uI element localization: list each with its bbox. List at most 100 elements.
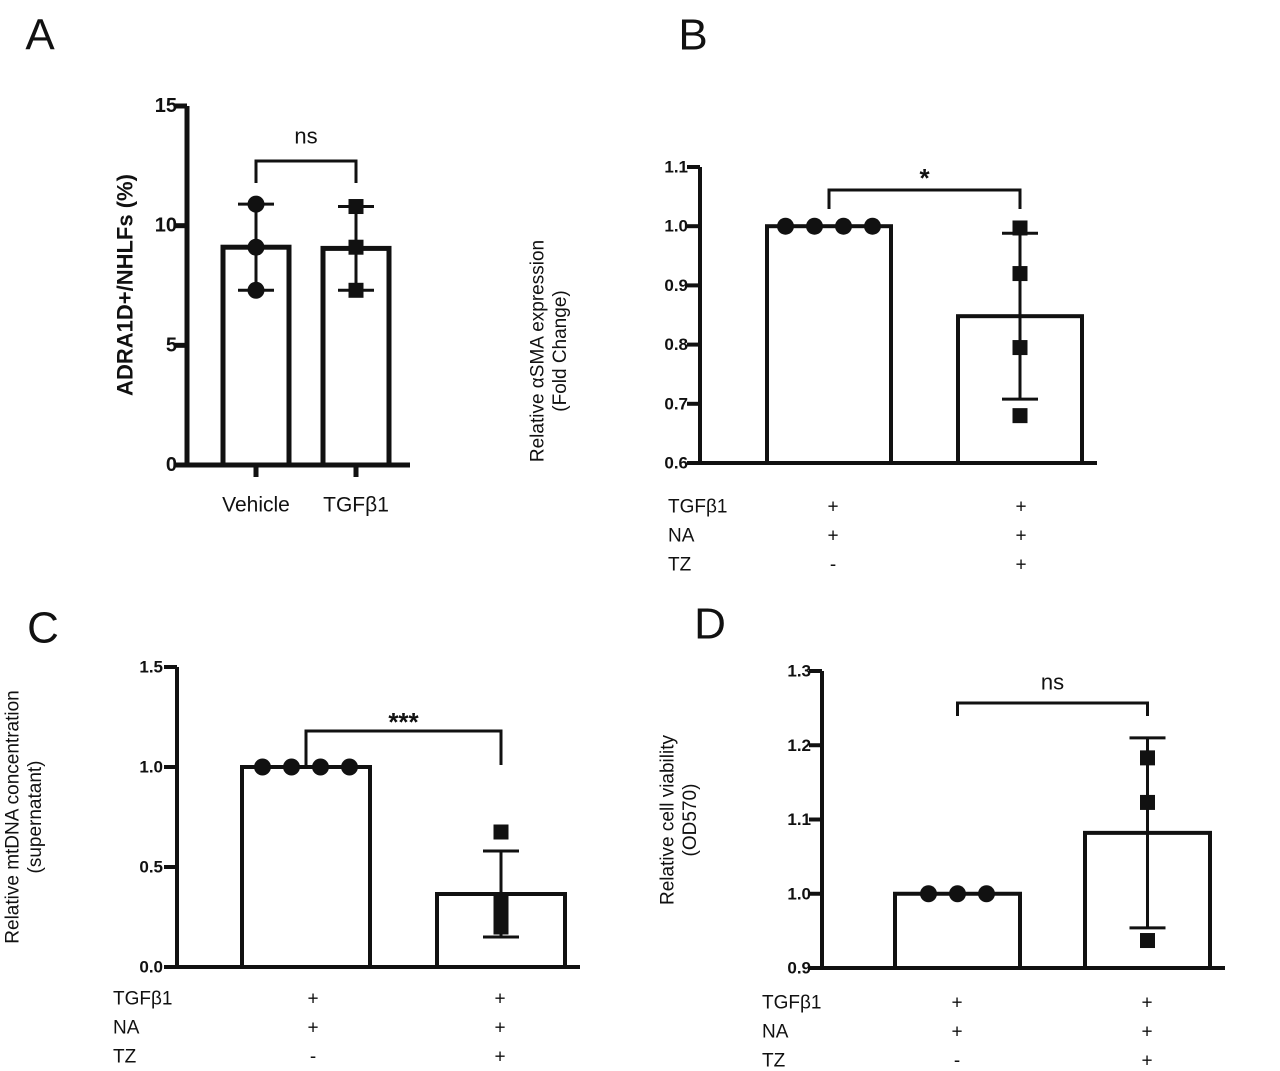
y-tick-label: 1.1 xyxy=(664,158,688,177)
condition-name: NA xyxy=(113,1018,140,1039)
data-point-circle xyxy=(247,281,265,299)
data-point-circle xyxy=(341,758,358,776)
condition-name: TZ xyxy=(668,555,692,576)
condition-sign: - xyxy=(830,555,836,576)
data-point-square xyxy=(348,282,364,298)
y-axis-label-line: Relative αSMA expression xyxy=(527,240,548,462)
data-point-circle xyxy=(835,217,852,235)
condition-sign: - xyxy=(954,1051,960,1071)
data-point-circle xyxy=(283,758,300,776)
data-point-square xyxy=(1140,750,1155,766)
condition-sign: + xyxy=(1141,993,1152,1014)
bar-1 xyxy=(765,224,893,465)
y-axis-label-line: Relative cell viability xyxy=(657,735,678,906)
significance-bracket xyxy=(956,701,1149,716)
category-label: TGFβ1 xyxy=(323,494,389,517)
y-tick-label: 1.0 xyxy=(664,217,688,236)
condition-sign: + xyxy=(494,1018,505,1039)
panel-letter: C xyxy=(27,604,59,653)
significance-bracket xyxy=(827,188,1022,209)
data-point-circle xyxy=(254,758,271,776)
condition-sign: + xyxy=(1015,555,1026,576)
y-axis-label: Relative mtDNA concentration(supernatant… xyxy=(2,690,46,943)
data-point-square xyxy=(1012,408,1028,424)
data-point-circle xyxy=(247,195,265,213)
y-axis-label-line: (supernatant) xyxy=(25,760,46,873)
condition-name: TGFβ1 xyxy=(113,989,173,1010)
panel-b: B 0.6 0.7 0.8 0.9 1.0 1.1 Relative αSMA express… xyxy=(527,11,1097,576)
data-point-square xyxy=(348,239,364,255)
panel-letter: D xyxy=(694,600,726,649)
data-point-circle xyxy=(806,217,823,235)
y-tick-label: 10 xyxy=(155,215,177,237)
y-tick-label: 0 xyxy=(166,454,177,476)
condition-name: TZ xyxy=(762,1051,786,1071)
data-point-square xyxy=(493,919,509,935)
bar-1 xyxy=(240,765,372,969)
data-point-circle xyxy=(920,885,937,903)
condition-sign: + xyxy=(827,497,838,518)
panel-a: A 0 5 10 15 ADRA1D+/NHLFs (%) ns Vehicle TGFβ1 xyxy=(25,11,410,517)
y-tick-label: 0.9 xyxy=(787,959,811,978)
significance-label: ns xyxy=(1041,670,1064,695)
y-axis-label-line: Relative mtDNA concentration xyxy=(2,690,23,943)
panel-letter: B xyxy=(678,11,707,60)
data-point-circle xyxy=(864,217,881,235)
data-point-square xyxy=(1012,220,1028,236)
condition-name: TGFβ1 xyxy=(668,497,728,518)
condition-sign: + xyxy=(1015,526,1026,547)
y-tick-label: 0.8 xyxy=(664,335,688,354)
y-tick-label: 1.1 xyxy=(787,810,811,829)
y-axis-label-line: (Fold Change) xyxy=(550,290,571,411)
condition-sign: + xyxy=(307,989,318,1010)
significance-bracket xyxy=(304,729,503,765)
condition-sign: + xyxy=(1141,1022,1152,1043)
y-tick-label: 1.5 xyxy=(139,658,163,677)
condition-sign: - xyxy=(310,1047,316,1068)
significance-bracket xyxy=(254,159,358,183)
y-tick-label: 0.6 xyxy=(664,454,688,473)
condition-name: NA xyxy=(762,1022,789,1043)
data-point-circle xyxy=(949,885,966,903)
y-tick-label: 5 xyxy=(166,334,177,356)
data-point-circle xyxy=(978,885,995,903)
panel-letter: A xyxy=(25,11,55,60)
panel-d: D 0.9 1.0 1.1 1.2 1.3 Relative cell viability(… xyxy=(657,600,1225,1071)
y-tick-label: 0.5 xyxy=(139,858,163,877)
data-point-circle xyxy=(312,758,329,776)
category-label: Vehicle xyxy=(222,494,290,517)
condition-sign: + xyxy=(494,1047,505,1068)
y-tick-label: 1.0 xyxy=(139,758,163,777)
condition-sign: + xyxy=(951,1022,962,1043)
condition-sign: + xyxy=(951,993,962,1014)
condition-name: TZ xyxy=(113,1047,137,1068)
data-point-square xyxy=(493,824,509,840)
y-axis-label: ADRA1D+/NHLFs (%) xyxy=(113,174,138,396)
significance-label: * xyxy=(919,163,930,193)
data-point-square xyxy=(348,199,364,215)
y-tick-label: 1.0 xyxy=(787,884,811,903)
data-point-square xyxy=(1012,266,1028,282)
y-axis-label: Relative αSMA expression(Fold Change) xyxy=(527,240,571,462)
data-point-square xyxy=(1012,340,1028,356)
condition-sign: + xyxy=(307,1018,318,1039)
condition-sign: + xyxy=(827,526,838,547)
data-point-square xyxy=(493,895,509,911)
data-point-circle xyxy=(777,217,794,235)
condition-sign: + xyxy=(1015,497,1026,518)
data-point-square xyxy=(1140,794,1155,810)
y-axis-label-line: ADRA1D+/NHLFs (%) xyxy=(113,174,138,396)
condition-name: TGFβ1 xyxy=(762,993,822,1014)
condition-sign: + xyxy=(1141,1051,1152,1071)
significance-label: ns xyxy=(294,124,317,149)
condition-name: NA xyxy=(668,526,695,547)
bar-1 xyxy=(893,891,1022,970)
data-point-circle xyxy=(247,238,265,256)
y-axis-label: Relative cell viability(OD570) xyxy=(657,735,701,906)
y-tick-label: 0.7 xyxy=(664,394,688,413)
y-tick-label: 1.2 xyxy=(787,736,811,755)
panel-c: C 0.0 0.5 1.0 1.5 Relative mtDNA concentratio… xyxy=(2,604,580,1068)
y-tick-label: 1.3 xyxy=(787,662,811,681)
y-tick-label: 15 xyxy=(155,95,177,117)
